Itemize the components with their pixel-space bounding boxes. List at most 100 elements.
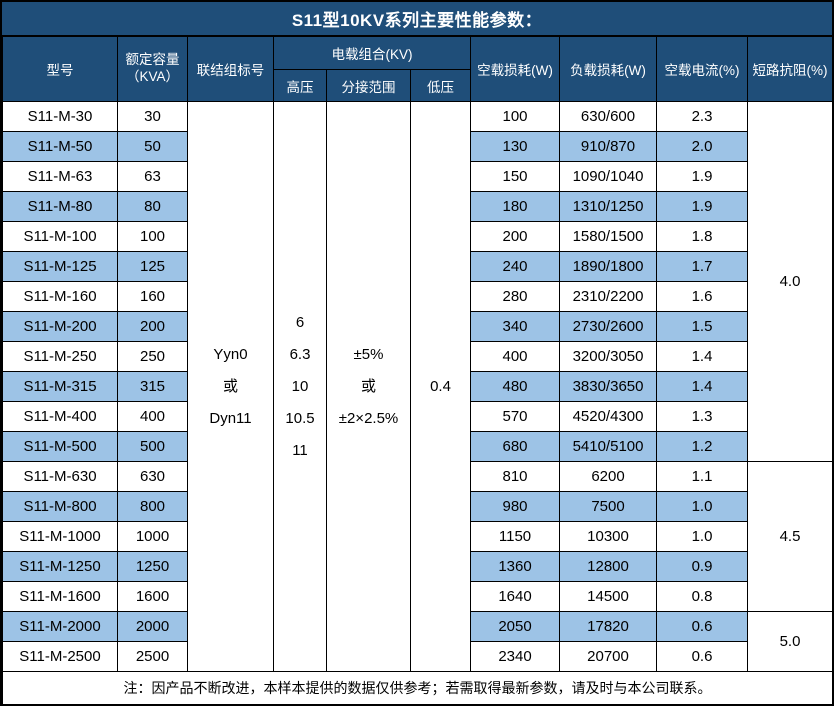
- cell-no-load-loss: 480: [470, 371, 561, 402]
- cell-no-load-current: 0.9: [656, 551, 749, 582]
- cell-no-load-loss: 980: [470, 491, 561, 522]
- cell-no-load-current: 1.1: [656, 461, 749, 492]
- table-row: S11-M-2500 2500 2340 20700 0.6: [2, 641, 833, 672]
- cell-load-loss: 1090/1040: [559, 161, 658, 192]
- cell-capacity: 1000: [117, 521, 188, 552]
- table-header: 型号 额定容量 （KVA） 联结组标号 电载组合(KV) 空载损耗(W) 负载损…: [2, 36, 832, 102]
- col-header-capacity-line1: 额定容量: [125, 52, 180, 68]
- cell-model: S11-M-125: [2, 251, 118, 282]
- note: 注：因产品不断改进，本样本提供的数据仅供参考；若需取得最新参数，请及时与本公司联…: [2, 671, 832, 704]
- cell-no-load-current: 0.6: [656, 641, 749, 672]
- cell-model: S11-M-315: [2, 371, 118, 402]
- cell-no-load-loss: 1640: [470, 581, 561, 612]
- cell-load-loss: 20700: [559, 641, 658, 672]
- cell-capacity: 500: [117, 431, 188, 462]
- cell-no-load-current: 1.0: [656, 521, 749, 552]
- col-header-no-load-loss: 空载损耗(W): [470, 36, 561, 102]
- cell-capacity: 800: [117, 491, 188, 522]
- cell-load-loss: 12800: [559, 551, 658, 582]
- table-row: S11-M-400 400 570 4520/4300 1.3: [2, 401, 833, 432]
- cell-no-load-current: 1.9: [656, 191, 749, 222]
- cell-no-load-loss: 340: [470, 311, 561, 342]
- page-title: S11型10KV系列主要性能参数：: [2, 2, 832, 36]
- cell-model: S11-M-100: [2, 221, 118, 252]
- cell-load-loss: 2730/2600: [559, 311, 658, 342]
- table-body: S11-M-30 30 Yyn0 或 Dyn11 6 6.3 10 10.5 11 ±5…: [2, 101, 833, 672]
- spec-table: 型号 额定容量 （KVA） 联结组标号 电载组合(KV) 空载损耗(W) 负载损…: [2, 36, 833, 704]
- cell-no-load-loss: 280: [470, 281, 561, 312]
- col-header-capacity-line2: （KVA）: [125, 69, 179, 84]
- cell-capacity: 160: [117, 281, 188, 312]
- col-header-connection: 联结组标号: [187, 36, 274, 102]
- cell-no-load-current: 1.2: [656, 431, 749, 462]
- cell-no-load-current: 0.8: [656, 581, 749, 612]
- cell-load-loss: 14500: [559, 581, 658, 612]
- col-header-no-load-current: 空载电流(%): [656, 36, 749, 102]
- cell-capacity: 1250: [117, 551, 188, 582]
- cell-capacity: 63: [117, 161, 188, 192]
- cell-capacity: 315: [117, 371, 188, 402]
- cell-capacity: 630: [117, 461, 188, 492]
- cell-model: S11-M-1600: [2, 581, 118, 612]
- cell-capacity: 100: [117, 221, 188, 252]
- cell-capacity: 1600: [117, 581, 188, 612]
- cell-no-load-current: 1.5: [656, 311, 749, 342]
- cell-no-load-loss: 130: [470, 131, 561, 162]
- cell-no-load-loss: 150: [470, 161, 561, 192]
- cell-no-load-current: 1.9: [656, 161, 749, 192]
- cell-load-loss: 7500: [559, 491, 658, 522]
- cell-load-loss: 4520/4300: [559, 401, 658, 432]
- cell-no-load-loss: 570: [470, 401, 561, 432]
- cell-model: S11-M-80: [2, 191, 118, 222]
- cell-tap-range-values: ±5% 或 ±2×2.5%: [326, 101, 411, 672]
- cell-load-loss: 1580/1500: [559, 221, 658, 252]
- cell-model: S11-M-63: [2, 161, 118, 192]
- cell-model: S11-M-2500: [2, 641, 118, 672]
- cell-no-load-current: 1.4: [656, 371, 749, 402]
- table-row: S11-M-1250 1250 1360 12800 0.9: [2, 551, 833, 582]
- cell-model: S11-M-50: [2, 131, 118, 162]
- cell-load-loss: 5410/5100: [559, 431, 658, 462]
- cell-load-loss: 630/600: [559, 101, 658, 132]
- cell-no-load-loss: 2050: [470, 611, 561, 642]
- table-row: S11-M-800 800 980 7500 1.0: [2, 491, 833, 522]
- cell-capacity: 2000: [117, 611, 188, 642]
- cell-no-load-loss: 200: [470, 221, 561, 252]
- cell-capacity: 400: [117, 401, 188, 432]
- cell-model: S11-M-800: [2, 491, 118, 522]
- cell-no-load-loss: 180: [470, 191, 561, 222]
- cell-no-load-loss: 1150: [470, 521, 561, 552]
- table-row: S11-M-125 125 240 1890/1800 1.7: [2, 251, 833, 282]
- col-header-impedance: 短路抗阻(%): [747, 36, 832, 102]
- cell-no-load-loss: 2340: [470, 641, 561, 672]
- table-row: S11-M-630 630 810 6200 1.1 4.5: [2, 461, 832, 612]
- cell-model: S11-M-2000: [2, 611, 118, 642]
- cell-impedance: 4.5: [747, 461, 832, 612]
- table-row: S11-M-160 160 280 2310/2200 1.6: [2, 281, 833, 312]
- cell-load-loss: 6200: [559, 461, 658, 492]
- col-header-capacity: 额定容量 （KVA）: [117, 36, 188, 102]
- cell-no-load-loss: 810: [470, 461, 561, 492]
- cell-hv-values: 6 6.3 10 10.5 11: [273, 101, 327, 672]
- cell-no-load-loss: 100: [470, 101, 561, 132]
- cell-impedance: 5.0: [747, 611, 832, 672]
- table-row: S11-M-1000 1000 1150 10300 1.0: [2, 521, 833, 552]
- cell-model: S11-M-500: [2, 431, 118, 462]
- cell-no-load-loss: 680: [470, 431, 561, 462]
- table-row: S11-M-30 30 Yyn0 或 Dyn11 6 6.3 10 10.5 11 ±5…: [2, 101, 832, 672]
- cell-no-load-current: 1.3: [656, 401, 749, 432]
- table-row: S11-M-200 200 340 2730/2600 1.5: [2, 311, 833, 342]
- cell-no-load-current: 1.6: [656, 281, 749, 312]
- cell-no-load-loss: 400: [470, 341, 561, 372]
- cell-load-loss: 1890/1800: [559, 251, 658, 282]
- table-row: S11-M-500 500 680 5410/5100 1.2: [2, 431, 833, 462]
- cell-load-loss: 910/870: [559, 131, 658, 162]
- cell-capacity: 125: [117, 251, 188, 282]
- table-row: S11-M-100 100 200 1580/1500 1.8: [2, 221, 833, 252]
- cell-no-load-current: 1.7: [656, 251, 749, 282]
- cell-connection-group: Yyn0 或 Dyn11: [187, 101, 274, 672]
- cell-load-loss: 1310/1250: [559, 191, 658, 222]
- cell-capacity: 250: [117, 341, 188, 372]
- col-header-voltage-group: 电载组合(KV): [272, 36, 472, 70]
